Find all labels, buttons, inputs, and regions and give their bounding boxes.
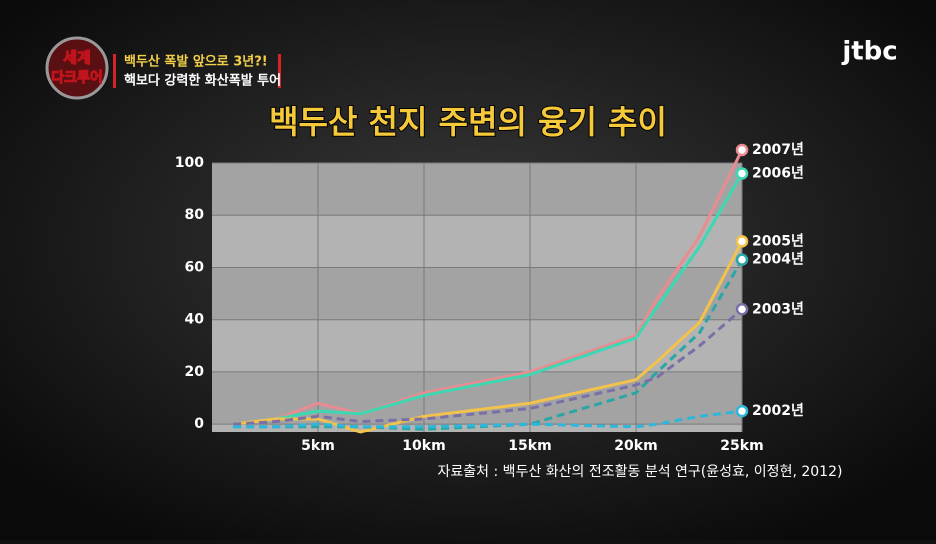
series-label: 2002년 (752, 403, 804, 419)
series-line (233, 149, 744, 426)
x-tick-label: 5km (301, 438, 335, 454)
plot-band (212, 163, 742, 216)
y-tick-label: 40 (185, 312, 205, 328)
series-label: 2006년 (752, 165, 804, 181)
series-label: 2007년 (752, 142, 804, 158)
y-tick-label: 100 (175, 155, 204, 171)
series-label: 2003년 (752, 301, 804, 317)
x-tick-label: 10km (402, 438, 445, 454)
channel-logo: jtbc (841, 37, 897, 67)
end-marker (735, 404, 749, 418)
end-marker (735, 235, 749, 248)
caption-bar (278, 54, 281, 88)
x-tick-label: 25km (720, 438, 763, 454)
series-line (233, 240, 744, 434)
x-tick-label: 20km (614, 438, 657, 454)
chart-title: 백두산 천지 주변의 융기 추이 (269, 103, 667, 141)
y-tick-label: 0 (194, 416, 204, 432)
subheadline: 핵보다 강력한 화산폭발 투어 (124, 73, 281, 89)
logo-emblem (45, 36, 109, 100)
headline: 백두산 폭발 앞으로 3년?! (124, 54, 268, 70)
end-marker (735, 143, 749, 157)
series-line (233, 409, 743, 429)
end-marker (735, 167, 749, 180)
y-tick-label: 20 (185, 364, 205, 380)
series-label: 2004년 (752, 252, 804, 268)
end-marker (735, 253, 749, 266)
caption-bar (113, 54, 116, 88)
series-line (233, 172, 744, 426)
series-line (233, 308, 743, 426)
series-label: 2005년 (752, 233, 804, 249)
y-tick-label: 80 (185, 207, 205, 223)
y-tick-label: 60 (185, 259, 205, 275)
x-tick-label: 15km (508, 438, 551, 454)
end-marker (735, 303, 749, 316)
source-note: 자료출처 : 백두산 화산의 전조활동 분석 연구(윤성효, 이정현, 2012… (438, 464, 843, 480)
logo-text: 다크투어 (51, 69, 103, 86)
logo-text: 세계 (63, 49, 91, 67)
